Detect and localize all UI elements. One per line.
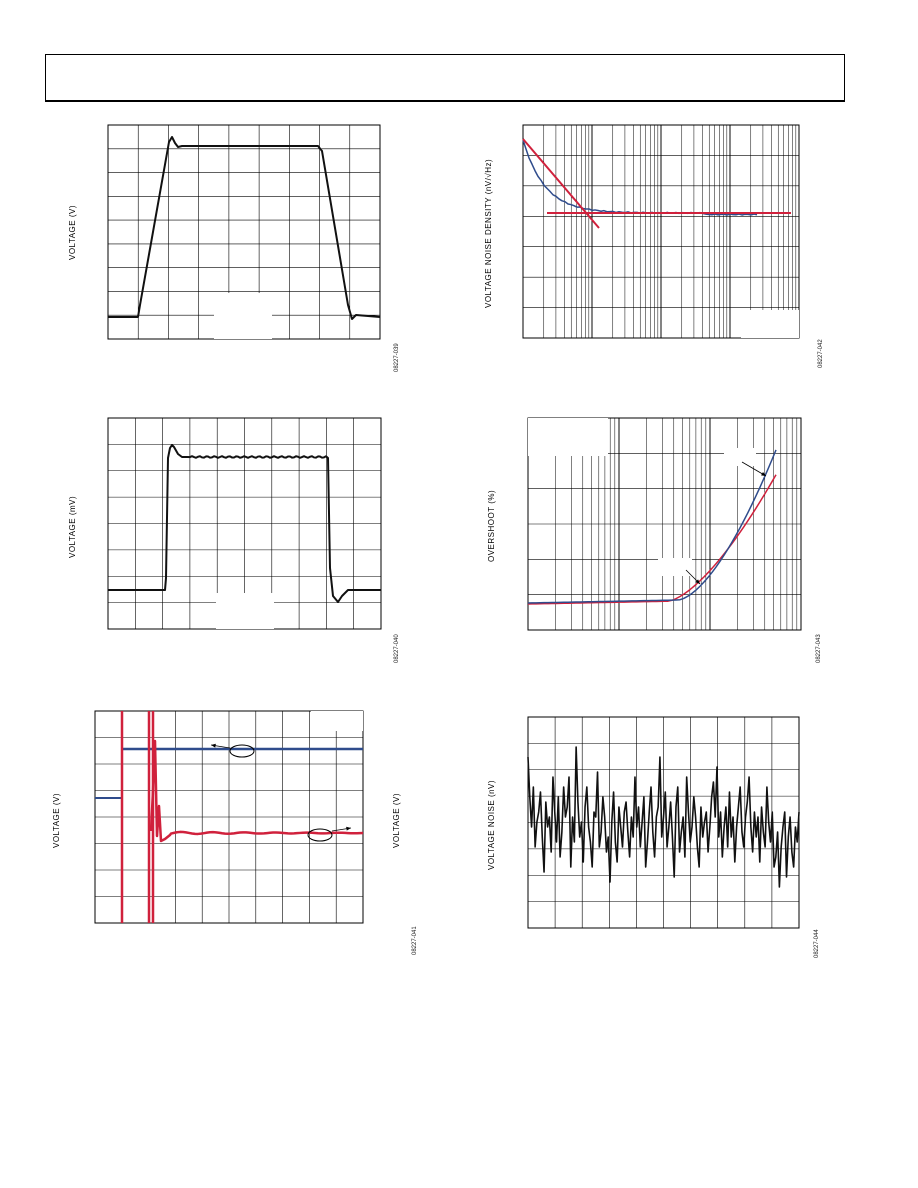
chart-2 (522, 124, 800, 339)
chart-4 (527, 417, 802, 631)
chart-1 (107, 124, 381, 340)
chart-1-figure-id: 08227-039 (394, 343, 400, 372)
chart-3 (107, 417, 382, 630)
chart-2-ylabel: VOLTAGE NOISE DENSITY (nV/√Hz) (484, 158, 493, 308)
chart-2-plot (522, 124, 800, 339)
page-header-box (45, 54, 845, 102)
chart-3-figure-id: 08227-040 (394, 634, 400, 663)
chart-5-arrow-left-head (211, 743, 216, 748)
label-mask (311, 711, 363, 731)
chart-5-series-marker-blue (229, 744, 255, 758)
chart-6 (527, 716, 800, 929)
chart-1-series-line (108, 136, 381, 320)
chart-1-plot (107, 124, 381, 340)
chart-4-annotation-arrow-1-head (761, 471, 766, 476)
chart-5-series-marker-red (307, 828, 333, 842)
chart-6-series-line (527, 746, 800, 888)
chart-5-figure-id: 08227-041 (412, 926, 418, 955)
chart-2-figure-id: 08227-042 (818, 339, 824, 368)
chart-5-ylabel-right: VOLTAGE (V) (392, 793, 401, 848)
label-mask (528, 418, 608, 456)
chart-6-figure-id: 08227-044 (814, 929, 820, 958)
chart-5-plot (94, 710, 364, 924)
chart-3-plot (107, 417, 382, 630)
label-mask (724, 448, 756, 466)
label-mask (741, 310, 799, 338)
chart-5-arrow-right-head (346, 826, 351, 831)
label-mask (216, 593, 274, 629)
chart-6-ylabel: VOLTAGE NOISE (nV) (487, 779, 496, 870)
label-mask (214, 293, 272, 339)
chart-4-series-red (527, 474, 777, 605)
chart-5-series-red (149, 739, 364, 843)
label-mask (658, 558, 692, 576)
chart-4-series-blue (527, 449, 777, 604)
chart-1-ylabel: VOLTAGE (V) (68, 205, 77, 260)
chart-4-figure-id: 08227-043 (816, 634, 822, 663)
chart-5-ylabel: VOLTAGE (V) (52, 793, 61, 848)
chart-4-annotation-arrow-2-head (695, 579, 700, 584)
chart-6-plot (527, 716, 800, 929)
chart-5 (94, 710, 364, 924)
chart-4-annotation-arrow-1 (741, 461, 767, 477)
chart-4-ylabel: OVERSHOOT (%) (487, 489, 496, 562)
chart-3-ylabel: VOLTAGE (mV) (68, 495, 77, 558)
chart-4-plot (527, 417, 802, 631)
chart-3-series-line (108, 444, 381, 603)
